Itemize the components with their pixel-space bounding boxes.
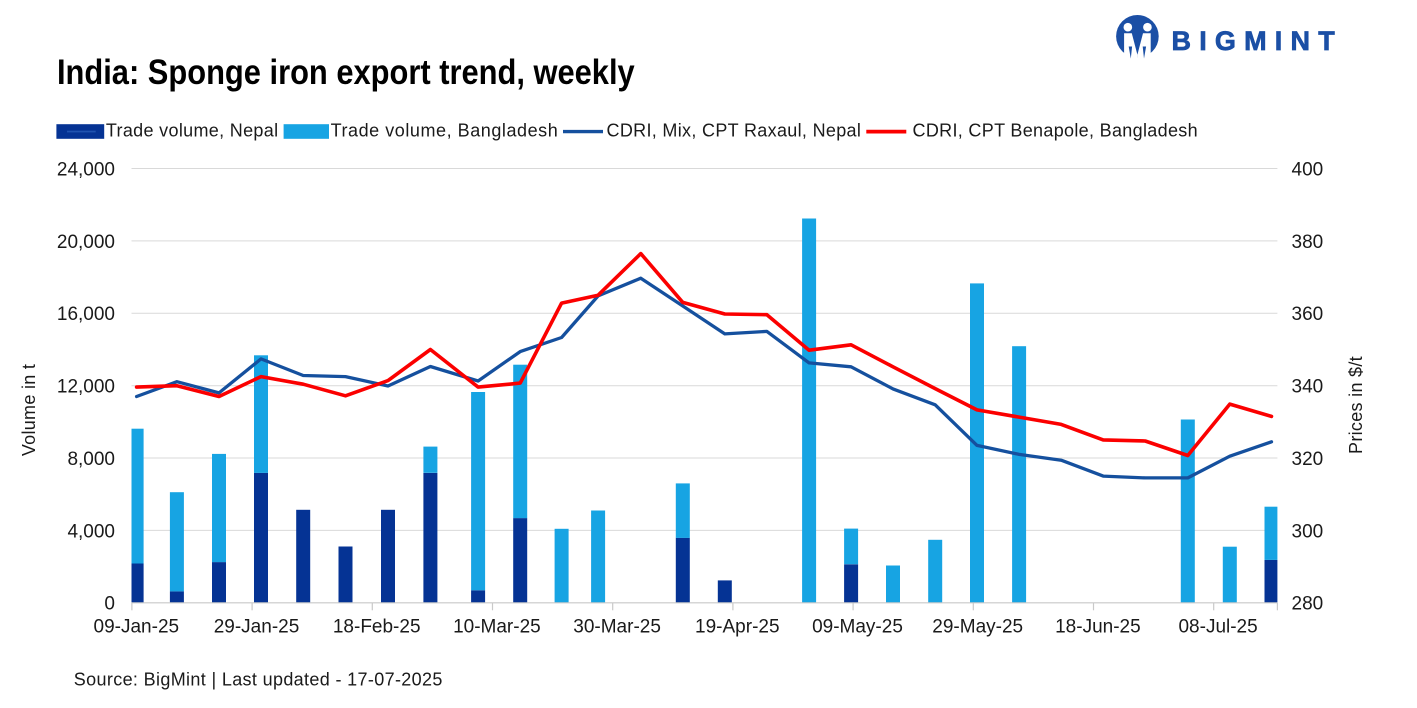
svg-text:4,000: 4,000 [67, 521, 115, 542]
svg-text:18-Feb-25: 18-Feb-25 [333, 617, 421, 638]
svg-text:19-Apr-25: 19-Apr-25 [695, 617, 780, 638]
svg-text:Trade volume, Nepal: Trade volume, Nepal [106, 121, 279, 141]
svg-text:360: 360 [1292, 304, 1324, 325]
svg-text:Volume in t: Volume in t [19, 364, 39, 456]
svg-text:CDRI, Mix, CPT Raxaul, Nepal: CDRI, Mix, CPT Raxaul, Nepal [607, 121, 862, 141]
svg-text:29-Jan-25: 29-Jan-25 [214, 617, 300, 638]
svg-text:12,000: 12,000 [57, 377, 115, 398]
svg-text:India: Sponge iron export tren: India: Sponge iron export trend, weekly [57, 52, 635, 91]
svg-text:24,000: 24,000 [57, 159, 115, 180]
svg-text:29-May-25: 29-May-25 [932, 617, 1023, 638]
svg-text:16,000: 16,000 [57, 304, 115, 325]
svg-text:20,000: 20,000 [57, 232, 115, 253]
svg-text:380: 380 [1292, 232, 1324, 253]
svg-text:09-May-25: 09-May-25 [812, 617, 903, 638]
svg-text:Source: BigMint | Last updated: Source: BigMint | Last updated - 17-07-2… [74, 669, 443, 689]
svg-text:Prices in $/t: Prices in $/t [1346, 356, 1366, 454]
svg-text:CDRI, CPT Benapole, Bangladesh: CDRI, CPT Benapole, Bangladesh [913, 121, 1198, 141]
svg-text:320: 320 [1292, 449, 1324, 470]
svg-text:30-Mar-25: 30-Mar-25 [573, 617, 661, 638]
svg-text:400: 400 [1292, 159, 1324, 180]
svg-text:10-Mar-25: 10-Mar-25 [453, 617, 541, 638]
svg-text:340: 340 [1292, 377, 1324, 398]
svg-text:8,000: 8,000 [67, 449, 115, 470]
svg-text:BIGMINT: BIGMINT [1172, 26, 1343, 56]
svg-text:0: 0 [104, 594, 115, 615]
svg-text:09-Jan-25: 09-Jan-25 [94, 617, 180, 638]
svg-text:280: 280 [1292, 594, 1324, 615]
svg-text:08-Jul-25: 08-Jul-25 [1178, 617, 1257, 638]
svg-text:300: 300 [1292, 521, 1324, 542]
svg-text:18-Jun-25: 18-Jun-25 [1055, 617, 1141, 638]
svg-text:Trade volume, Bangladesh: Trade volume, Bangladesh [331, 121, 559, 141]
